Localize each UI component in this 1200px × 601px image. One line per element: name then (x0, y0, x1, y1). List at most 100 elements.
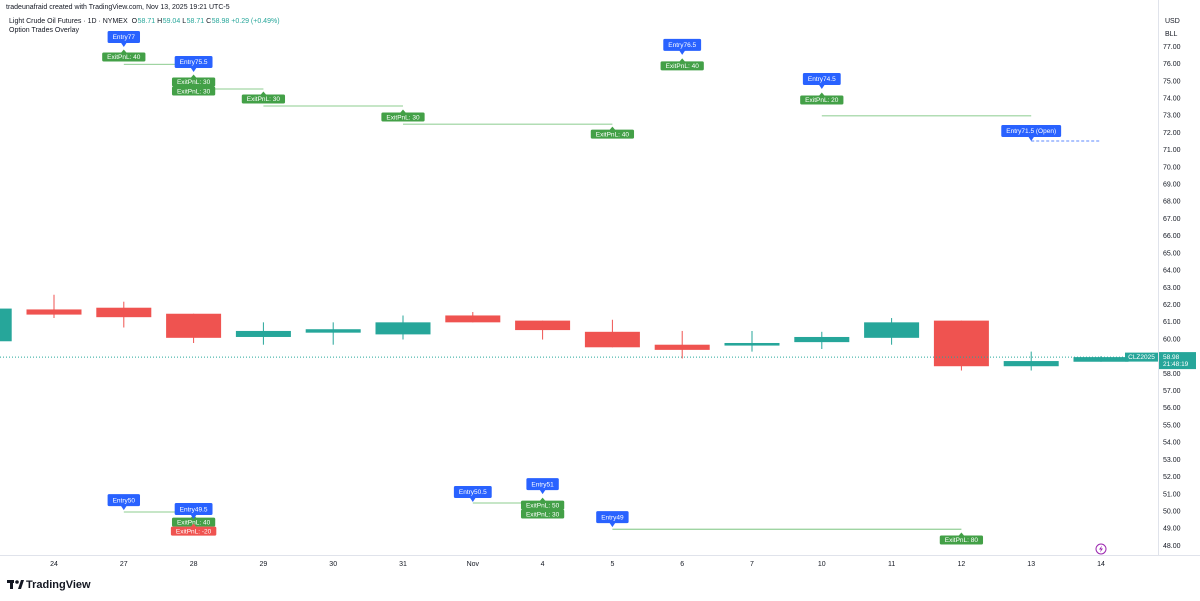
exit-label-box (381, 112, 425, 122)
logo-mark (18, 580, 24, 589)
exit-label: ExitPnL: 40 (666, 63, 700, 70)
y-tick-label: 69.00 (1163, 182, 1181, 189)
x-tick-label: 13 (1027, 561, 1035, 568)
entry-label-box (802, 72, 841, 85)
price-tag: 58.98 (1163, 354, 1180, 361)
candle-body (235, 330, 291, 337)
x-tick-label: 5 (610, 561, 614, 568)
candle-body (933, 320, 989, 367)
ohlc-key: L (182, 18, 186, 25)
alert-icon[interactable] (1095, 543, 1107, 555)
entry-label: Entry74.5 (808, 76, 836, 83)
y-tick-label: 60.00 (1163, 336, 1181, 343)
entry-pointer (609, 522, 616, 528)
candle-body (515, 320, 571, 331)
candle-body (1003, 361, 1059, 367)
entry-label-box (107, 494, 141, 507)
exit-label-box (520, 509, 565, 519)
symbol-tag-box (1125, 352, 1158, 362)
exit-label-box (241, 94, 286, 104)
currency: USD (1165, 18, 1180, 25)
entry-pointer (818, 84, 825, 89)
symbol-tag: CLZ2025 (1128, 354, 1155, 361)
y-tick-label: 72.00 (1163, 130, 1181, 137)
y-tick-label: 52.00 (1163, 474, 1181, 481)
plot-area: Entry77 ExitPnL: 40 Entry75.5 ExitPnL: 30 Ex… (0, 31, 1158, 545)
alert-bolt[interactable] (1099, 545, 1103, 553)
ohlc-key: H (157, 18, 162, 25)
entry-pointer (120, 42, 127, 48)
alert-circle[interactable] (1095, 543, 1107, 555)
entry-pointer (190, 67, 197, 72)
exit-pointer (190, 74, 197, 78)
entry-pointer (1028, 136, 1035, 141)
exit-pointer (190, 83, 197, 88)
entry-label: Entry75.5 (180, 59, 208, 66)
entry-pointer (539, 489, 546, 495)
candle-body (794, 336, 850, 343)
entry-label-box (526, 478, 559, 491)
exit-pointer (120, 49, 127, 53)
candle-body (96, 307, 152, 318)
exit-label: ExitPnL: 30 (386, 114, 420, 121)
x-tick-label: 10 (818, 561, 826, 568)
y-tick-label: 66.00 (1163, 233, 1181, 240)
ohlc-key: C (206, 18, 211, 25)
logo-mark (10, 580, 13, 589)
symbol: Light Crude Oil Futures · 1D · NYMEX (9, 18, 128, 25)
exit-label-box (170, 526, 217, 536)
exit-pointer (400, 109, 406, 114)
change: +0.29 (+0.49%) (231, 18, 279, 25)
ohlc-value: 58.71 (138, 18, 156, 25)
y-tick-label: 67.00 (1163, 216, 1181, 223)
exit-pointer (190, 523, 197, 528)
exit-pointer (958, 532, 965, 537)
unit: BLL (1165, 31, 1178, 38)
exit-label-box (102, 52, 146, 62)
x-tick-label: 12 (958, 561, 966, 568)
x-tick-label: Nov (467, 561, 480, 568)
x-tick-label: 7 (750, 561, 754, 568)
exit-pointer (260, 91, 267, 95)
exit-label-box (800, 95, 844, 105)
y-tick-label: 55.00 (1163, 422, 1181, 429)
logo-mark (15, 580, 19, 584)
exit-label-box (939, 535, 984, 545)
y-tick-label: 51.00 (1163, 491, 1181, 498)
candle-body (724, 342, 780, 346)
exit-label-box (171, 86, 216, 96)
entry-label: Entry49 (601, 514, 624, 521)
price-tag-box (1159, 352, 1196, 370)
x-tick-label: 24 (50, 561, 58, 568)
exit-label: ExitPnL: 30 (526, 511, 560, 518)
x-tick-label: 27 (120, 561, 128, 568)
exit-label: ExitPnL: 40 (177, 519, 211, 526)
entry-label-box (596, 511, 629, 524)
exit-pointer (539, 497, 546, 502)
x-tick-label: 28 (190, 561, 198, 568)
y-tick-label: 73.00 (1163, 113, 1181, 120)
y-tick-label: 54.00 (1163, 440, 1181, 447)
candle-body (26, 309, 82, 315)
exit-pointer (609, 126, 616, 131)
y-tick-label: 53.00 (1163, 457, 1181, 464)
exit-label: ExitPnL: -20 (176, 528, 212, 535)
exit-pointer (539, 506, 546, 511)
y-tick-label: 63.00 (1163, 285, 1181, 292)
exit-label-box (590, 129, 635, 139)
y-tick-label: 64.00 (1163, 268, 1181, 275)
entry-label-box (1001, 124, 1062, 137)
entry-label: Entry50 (113, 497, 136, 504)
entry-label: Entry77 (113, 34, 136, 41)
x-tick-label: 30 (329, 561, 337, 568)
entry-pointer (469, 497, 476, 502)
candle-body (166, 313, 222, 338)
entry-label-box (107, 31, 141, 44)
attribution: tradeunafraid created with TradingView.c… (6, 4, 230, 11)
y-tick-label: 56.00 (1163, 405, 1181, 412)
exit-label: ExitPnL: 40 (107, 54, 141, 61)
entry-label: Entry49.5 (180, 506, 208, 513)
candle-body (864, 322, 920, 338)
